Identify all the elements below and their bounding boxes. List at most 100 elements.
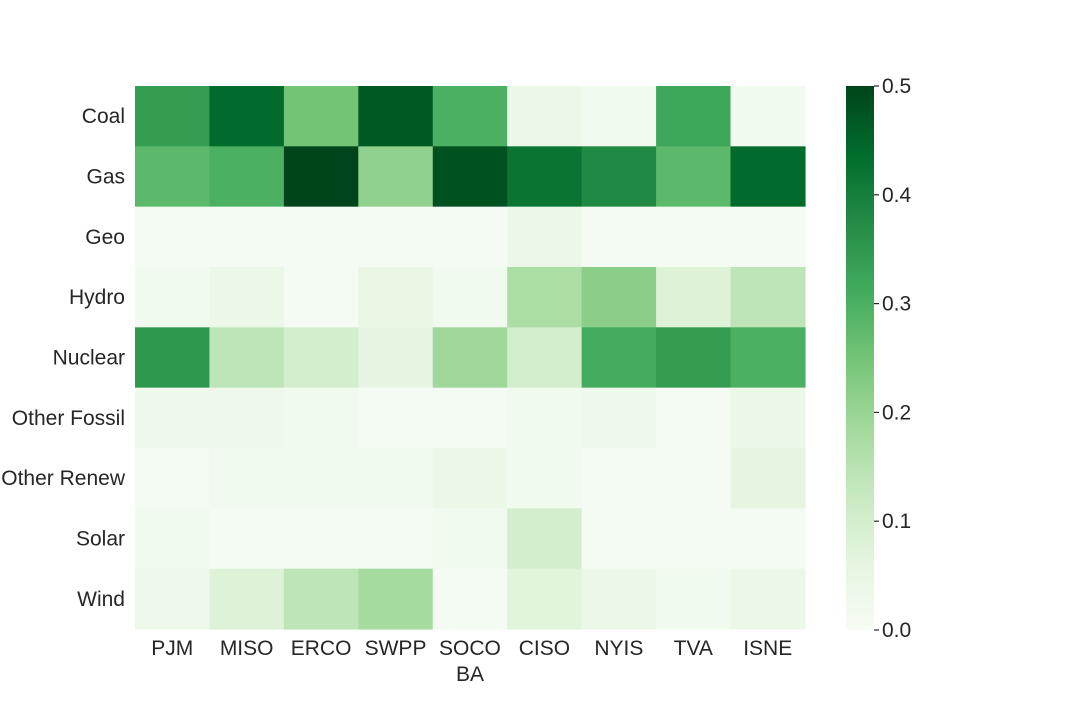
colorbar-tick-label: 0.0	[882, 619, 911, 642]
heatmap-cell-other-fossil-pjm	[135, 387, 211, 449]
heatmap-cell-geo-erco	[283, 206, 359, 268]
y-tick-label: Hydro	[69, 286, 125, 309]
x-tick-label: MISO	[220, 637, 274, 660]
heatmap-cell-hydro-ciso	[507, 266, 583, 328]
heatmap-cell-other-fossil-swpp	[358, 387, 434, 449]
heatmap-cell-coal-ciso	[507, 86, 583, 147]
heatmap-cell-solar-tva	[656, 508, 732, 570]
heatmap-cell-geo-pjm	[135, 206, 211, 268]
heatmap-cell-wind-soco	[432, 568, 508, 630]
heatmap-cell-other-renew-isne	[730, 447, 806, 509]
heatmap-cell-solar-ciso	[507, 508, 583, 570]
heatmap-cell-hydro-soco	[432, 266, 508, 328]
heatmap-cell-gas-isne	[730, 146, 806, 208]
heatmap-cell-other-renew-pjm	[135, 447, 211, 509]
heatmap-cell-coal-miso	[209, 86, 285, 147]
heatmap-cell-hydro-nyis	[581, 266, 657, 328]
heatmap-cell-geo-tva	[656, 206, 732, 268]
heatmap-cell-nuclear-nyis	[581, 327, 657, 389]
heatmap-cell-solar-nyis	[581, 508, 657, 570]
heatmap-cell-nuclear-pjm	[135, 327, 211, 389]
heatmap-cell-nuclear-miso	[209, 327, 285, 389]
x-tick-label: PJM	[151, 637, 193, 660]
heatmap-cell-wind-erco	[283, 568, 359, 630]
heatmap-cell-other-fossil-erco	[283, 387, 359, 449]
y-tick-label: Wind	[77, 588, 125, 611]
heatmap-cell-wind-isne	[730, 568, 806, 630]
heatmap-cell-coal-erco	[283, 86, 359, 147]
heatmap-cell-gas-erco	[283, 146, 359, 208]
heatmap-cell-other-renew-erco	[283, 447, 359, 509]
colorbar-tick-label: 0.2	[882, 401, 911, 424]
heatmap-cell-wind-miso	[209, 568, 285, 630]
heatmap-cell-other-renew-ciso	[507, 447, 583, 509]
x-axis-label: BA	[456, 663, 484, 686]
heatmap-cell-solar-erco	[283, 508, 359, 570]
heatmap-cell-other-fossil-soco	[432, 387, 508, 449]
heatmap-cell-solar-swpp	[358, 508, 434, 570]
heatmap-cell-solar-soco	[432, 508, 508, 570]
heatmap-cell-gas-ciso	[507, 146, 583, 208]
x-tick-label: CISO	[519, 637, 570, 660]
colorbar-tick-label: 0.1	[882, 510, 911, 533]
heatmap-cell-gas-nyis	[581, 146, 657, 208]
heatmap-cell-nuclear-erco	[283, 327, 359, 389]
heatmap-cell-solar-miso	[209, 508, 285, 570]
heatmap-cell-hydro-swpp	[358, 266, 434, 328]
heatmap-cell-coal-pjm	[135, 86, 211, 147]
heatmap-cell-coal-nyis	[581, 86, 657, 147]
heatmap-cell-hydro-tva	[656, 266, 732, 328]
heatmap-cell-nuclear-swpp	[358, 327, 434, 389]
heatmap-cell-gas-pjm	[135, 146, 211, 208]
heatmap-cell-hydro-miso	[209, 266, 285, 328]
heatmap-cell-geo-soco	[432, 206, 508, 268]
heatmap-cell-gas-miso	[209, 146, 285, 208]
heatmap-cell-other-fossil-miso	[209, 387, 285, 449]
heatmap-cell-gas-soco	[432, 146, 508, 208]
heatmap-cell-other-renew-miso	[209, 447, 285, 509]
heatmap-cell-coal-isne	[730, 86, 806, 147]
y-tick-label: Gas	[86, 165, 125, 188]
x-tick-label: TVA	[674, 637, 713, 660]
y-tick-label: Geo	[85, 226, 125, 249]
y-tick-label: Solar	[76, 527, 125, 550]
heatmap-cell-solar-pjm	[135, 508, 211, 570]
heatmap-cell-other-renew-nyis	[581, 447, 657, 509]
colorbar	[846, 86, 874, 630]
colorbar-tick-label: 0.5	[882, 75, 911, 98]
heatmap-cell-wind-ciso	[507, 568, 583, 630]
heatmap-cell-wind-swpp	[358, 568, 434, 630]
heatmap-cell-gas-tva	[656, 146, 732, 208]
heatmap-cell-hydro-pjm	[135, 266, 211, 328]
heatmap-cell-wind-nyis	[581, 568, 657, 630]
colorbar-tick-label: 0.3	[882, 293, 911, 316]
heatmap-cell-hydro-isne	[730, 266, 806, 328]
y-tick-label: Other Renew	[1, 467, 126, 490]
heatmap-cell-other-fossil-nyis	[581, 387, 657, 449]
heatmap-cell-geo-isne	[730, 206, 806, 268]
heatmap-cell-wind-pjm	[135, 568, 211, 630]
heatmap-cell-wind-tva	[656, 568, 732, 630]
heatmap-cell-solar-isne	[730, 508, 806, 570]
colorbar-tick-label: 0.4	[882, 184, 912, 207]
x-tick-label: ISNE	[743, 637, 792, 660]
heatmap-cell-other-fossil-ciso	[507, 387, 583, 449]
heatmap-cell-geo-swpp	[358, 206, 434, 268]
y-tick-label: Other Fossil	[12, 407, 125, 430]
heatmap-cell-other-renew-swpp	[358, 447, 434, 509]
heatmap-cell-geo-miso	[209, 206, 285, 268]
heatmap-cell-coal-soco	[432, 86, 508, 147]
x-tick-label: SOCO	[439, 637, 501, 660]
heatmap-cell-other-renew-soco	[432, 447, 508, 509]
y-tick-label: Nuclear	[53, 346, 125, 369]
heatmap-cell-nuclear-ciso	[507, 327, 583, 389]
heatmap-cell-other-fossil-isne	[730, 387, 806, 449]
heatmap-cell-other-renew-tva	[656, 447, 732, 509]
heatmap-cell-other-fossil-tva	[656, 387, 732, 449]
heatmap-cell-coal-swpp	[358, 86, 434, 147]
heatmap-cell-gas-swpp	[358, 146, 434, 208]
x-tick-label: NYIS	[594, 637, 643, 660]
heatmap-cell-geo-nyis	[581, 206, 657, 268]
